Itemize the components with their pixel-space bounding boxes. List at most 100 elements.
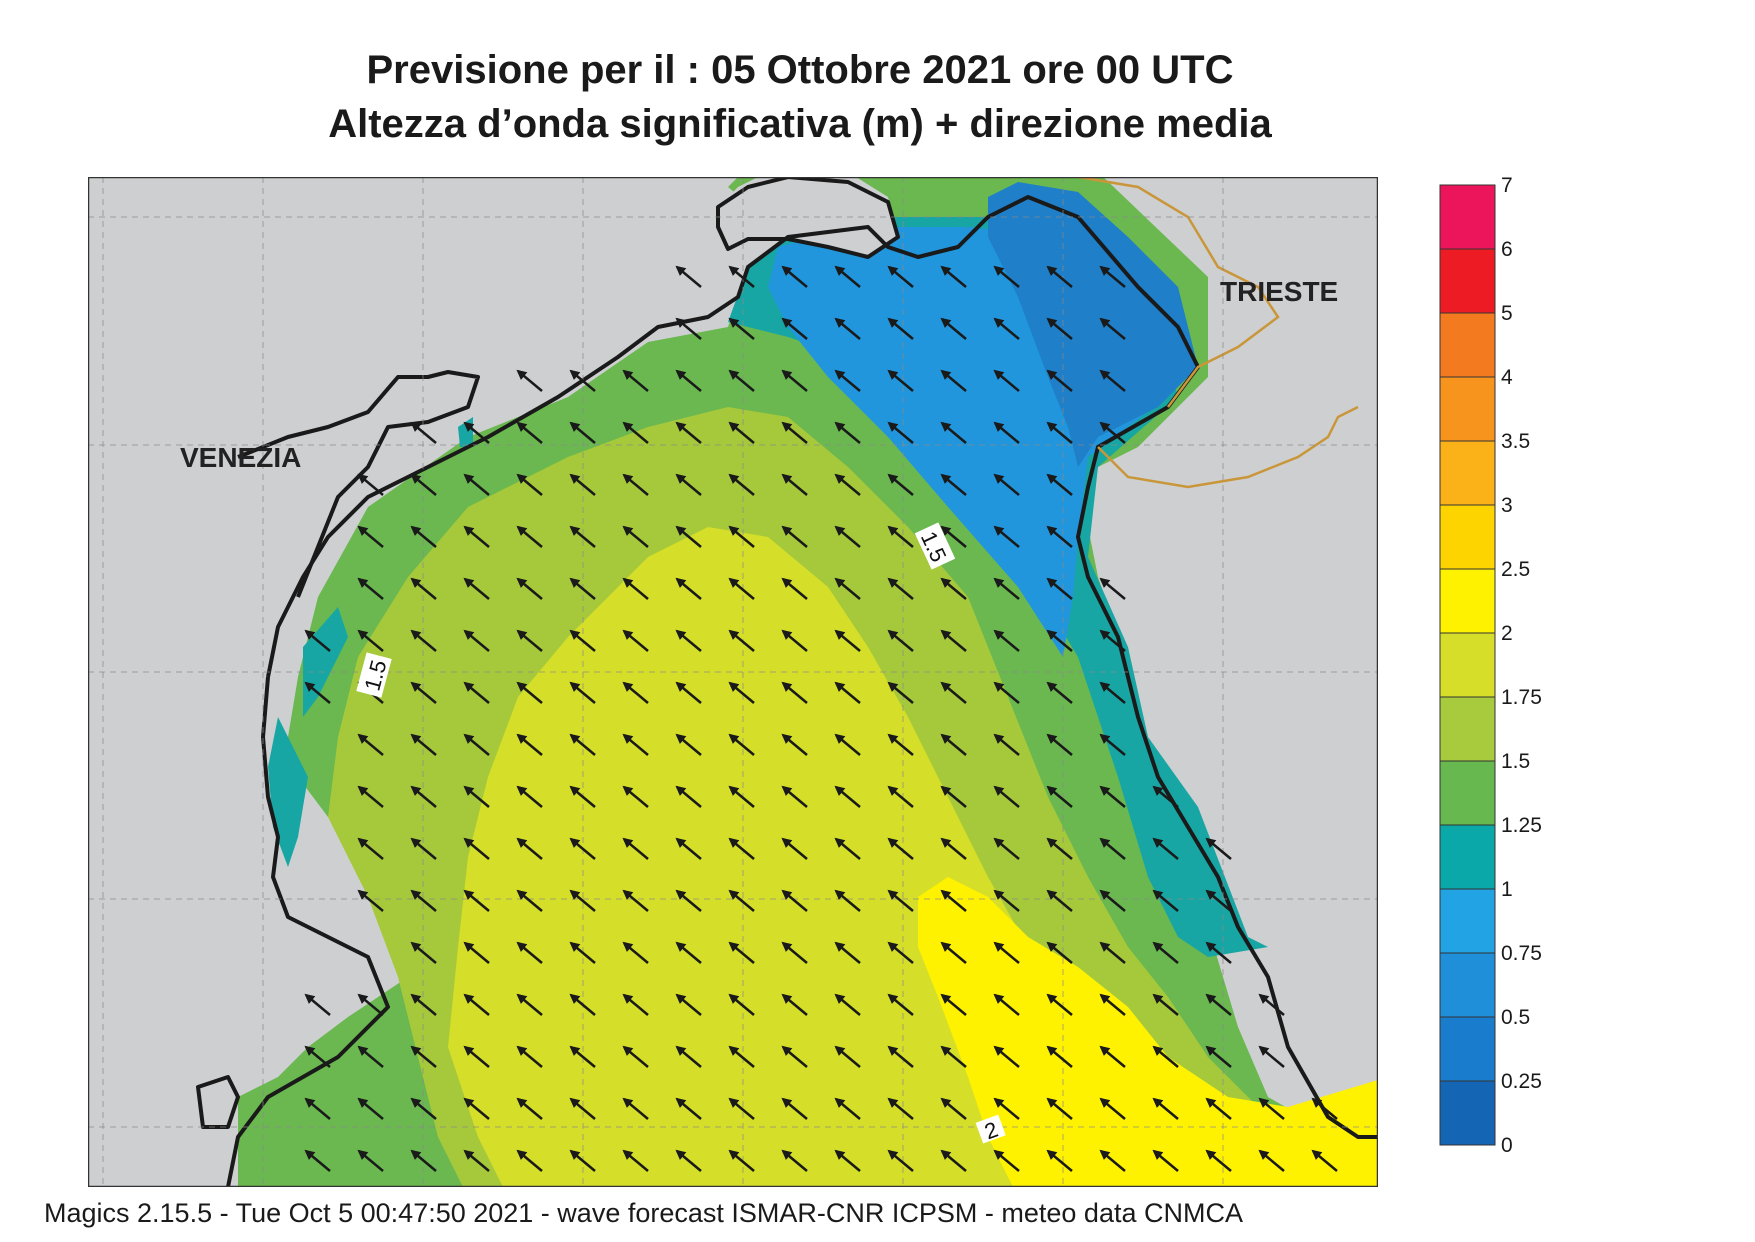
coastline-southwest-island (196, 1075, 240, 1129)
colorbar-tick-label: 1 (1501, 878, 1513, 901)
direction-arrow (728, 369, 755, 392)
direction-arrow (993, 265, 1020, 288)
direction-arrow (1258, 1045, 1285, 1068)
direction-arrow (357, 525, 384, 548)
direction-arrow (887, 629, 914, 652)
direction-arrow (1046, 317, 1073, 340)
direction-arrow (728, 421, 755, 444)
direction-arrow (887, 837, 914, 860)
direction-arrow (887, 1097, 914, 1120)
direction-arrow (1258, 1149, 1285, 1172)
direction-arrow (781, 1097, 808, 1120)
direction-arrow (410, 889, 437, 912)
title-line-2: Altezza d’onda significativa (m) + direz… (328, 102, 1272, 146)
direction-arrow (1258, 993, 1285, 1016)
direction-arrow (357, 1149, 384, 1172)
direction-arrow (675, 1097, 702, 1120)
colorbar-swatches (1439, 184, 1496, 1146)
direction-arrow (1046, 993, 1073, 1016)
direction-arrow (940, 629, 967, 652)
direction-arrow (569, 473, 596, 496)
direction-arrow (569, 577, 596, 600)
direction-arrow (516, 1149, 543, 1172)
direction-arrow (887, 421, 914, 444)
direction-arrow (834, 577, 861, 600)
direction-arrow (781, 369, 808, 392)
direction-arrow (304, 993, 331, 1016)
direction-arrow (887, 369, 914, 392)
direction-arrow (1152, 785, 1179, 808)
direction-arrow (1099, 889, 1126, 912)
direction-arrow (781, 889, 808, 912)
direction-arrow (993, 421, 1020, 444)
direction-arrow (834, 1045, 861, 1068)
direction-arrow (1099, 733, 1126, 756)
direction-arrow (675, 733, 702, 756)
direction-arrow (940, 993, 967, 1016)
direction-arrow (728, 1097, 755, 1120)
direction-arrow (834, 629, 861, 652)
direction-arrow (1205, 837, 1232, 860)
direction-arrow (675, 993, 702, 1016)
direction-arrow (993, 733, 1020, 756)
direction-arrow (993, 889, 1020, 912)
national-border (1077, 177, 1359, 489)
direction-arrow (410, 785, 437, 808)
direction-arrow (993, 993, 1020, 1016)
direction-arrow (993, 317, 1020, 340)
direction-arrow (675, 785, 702, 808)
direction-arrow (516, 941, 543, 964)
direction-arrow (410, 1045, 437, 1068)
colorbar-tick-label: 0 (1501, 1134, 1513, 1157)
direction-arrow (1152, 1045, 1179, 1068)
direction-arrow (675, 525, 702, 548)
colorbar-swatch-13 (1439, 248, 1496, 314)
direction-arrow (781, 681, 808, 704)
direction-arrow (781, 577, 808, 600)
direction-arrow (834, 785, 861, 808)
direction-arrow (357, 889, 384, 912)
direction-arrow (622, 733, 649, 756)
direction-arrow (410, 733, 437, 756)
direction-arrow (516, 993, 543, 1016)
direction-arrow (781, 941, 808, 964)
direction-arrow (728, 941, 755, 964)
direction-arrow (675, 473, 702, 496)
direction-arrow (463, 785, 490, 808)
direction-arrow (569, 1149, 596, 1172)
direction-arrow (569, 1045, 596, 1068)
direction-arrow (1046, 473, 1073, 496)
direction-arrow (516, 629, 543, 652)
direction-arrow (1152, 889, 1179, 912)
direction-arrow (463, 681, 490, 704)
direction-arrow (940, 265, 967, 288)
direction-arrow (940, 837, 967, 860)
direction-arrow (357, 577, 384, 600)
colorbar-swatch-5 (1439, 760, 1496, 826)
direction-arrow (993, 577, 1020, 600)
direction-arrow (463, 629, 490, 652)
direction-arrow (357, 837, 384, 860)
direction-arrow (1152, 837, 1179, 860)
direction-arrow (1152, 941, 1179, 964)
direction-arrow (728, 473, 755, 496)
direction-arrow (728, 317, 755, 340)
direction-arrow (940, 525, 967, 548)
direction-arrow (834, 1149, 861, 1172)
direction-arrow (463, 525, 490, 548)
direction-arrow (834, 837, 861, 860)
colorbar-swatch-9 (1439, 504, 1496, 570)
direction-arrow (569, 837, 596, 860)
direction-arrow (410, 681, 437, 704)
colorbar-tick-label: 7 (1501, 174, 1513, 197)
direction-arrow (887, 473, 914, 496)
direction-arrow (1046, 1097, 1073, 1120)
direction-arrow (1099, 785, 1126, 808)
direction-arrow (1046, 785, 1073, 808)
direction-arrow (357, 1097, 384, 1120)
direction-arrow (1046, 525, 1073, 548)
colorbar-swatch-7 (1439, 632, 1496, 698)
direction-arrow (1311, 1097, 1338, 1120)
direction-arrow (1046, 733, 1073, 756)
direction-arrow (1205, 889, 1232, 912)
